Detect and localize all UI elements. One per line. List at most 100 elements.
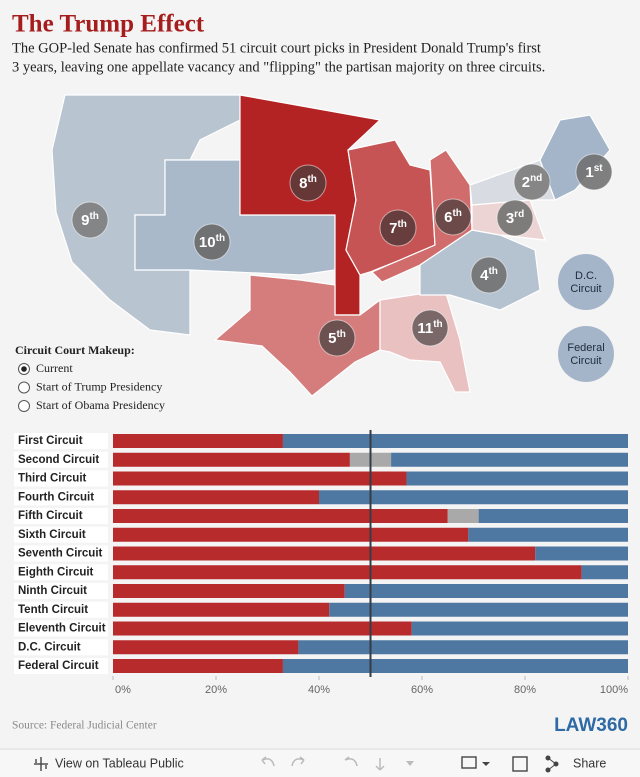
bar-segment[interactable] bbox=[113, 621, 412, 636]
region-5th[interactable] bbox=[213, 274, 381, 397]
circuit-badge[interactable]: 1st bbox=[575, 153, 613, 191]
category-label: Ninth Circuit bbox=[18, 585, 87, 597]
circuit-badge[interactable]: 10th bbox=[193, 223, 231, 261]
bar-segment[interactable] bbox=[581, 565, 628, 580]
label-bg bbox=[14, 470, 108, 487]
badge-label: 3rd bbox=[506, 209, 524, 227]
label-bg bbox=[14, 451, 108, 468]
badge-suffix: th bbox=[89, 211, 98, 222]
category-label: Third Circuit bbox=[18, 473, 87, 485]
bar-segment[interactable] bbox=[282, 659, 628, 673]
category-label: Second Circuit bbox=[18, 454, 99, 466]
legend-option[interactable]: Current bbox=[18, 361, 74, 375]
bar-segment[interactable] bbox=[113, 640, 299, 655]
region-6th[interactable] bbox=[370, 149, 473, 283]
logo: LAW360 bbox=[554, 715, 628, 736]
circuit-badge[interactable]: 5th bbox=[318, 319, 356, 357]
bar-segment[interactable] bbox=[411, 621, 628, 636]
label-bg bbox=[14, 489, 108, 506]
share-link[interactable]: Share bbox=[573, 756, 606, 770]
circuit-badge[interactable]: 11th bbox=[411, 309, 449, 347]
bar-segment[interactable] bbox=[113, 434, 283, 448]
download-icon[interactable] bbox=[461, 756, 477, 769]
tableau-icon[interactable] bbox=[34, 757, 48, 771]
bar-chart: First Circuit Second Circuit Third Circuit… bbox=[14, 430, 629, 696]
badge-circle bbox=[289, 164, 327, 202]
region-1st[interactable] bbox=[539, 114, 611, 201]
bar-segment[interactable] bbox=[113, 509, 448, 523]
redo-icon[interactable] bbox=[291, 756, 305, 767]
badge-suffix: th bbox=[336, 329, 345, 340]
special-label: D.C. bbox=[575, 270, 597, 282]
special-label: Federal bbox=[567, 342, 604, 354]
badge-circle bbox=[379, 209, 417, 247]
legend-label: Start of Trump Presidency bbox=[36, 379, 162, 393]
bar-segment[interactable] bbox=[319, 490, 628, 505]
radio bbox=[18, 400, 30, 412]
bar-segment[interactable] bbox=[468, 527, 628, 542]
download-dropdown[interactable] bbox=[482, 762, 490, 766]
bar-segment[interactable] bbox=[329, 602, 628, 617]
fullscreen-icon[interactable] bbox=[512, 756, 528, 772]
bar-segment[interactable] bbox=[113, 659, 283, 673]
x-tick-label: 0% bbox=[115, 684, 131, 696]
badge-number: 4 bbox=[480, 267, 489, 284]
category-label: Eleventh Circuit bbox=[18, 623, 106, 635]
refresh-icon[interactable] bbox=[375, 758, 385, 771]
circuit-badge[interactable]: 6th bbox=[434, 198, 472, 236]
legend-label: Current bbox=[36, 361, 73, 375]
badge-label: 8th bbox=[299, 174, 317, 192]
revert-icon[interactable] bbox=[344, 756, 358, 767]
undo-icon[interactable] bbox=[261, 756, 275, 767]
badge-suffix: rd bbox=[514, 209, 524, 220]
legend-option[interactable]: Start of Obama Presidency bbox=[18, 398, 165, 412]
bar-segment[interactable] bbox=[447, 509, 479, 523]
bar-segment[interactable] bbox=[282, 434, 628, 448]
category-label: D.C. Circuit bbox=[18, 641, 81, 653]
bar-segment[interactable] bbox=[113, 527, 469, 542]
share-icon[interactable] bbox=[545, 755, 559, 773]
bar-segment[interactable] bbox=[535, 546, 628, 561]
label-bg bbox=[14, 433, 108, 449]
category-label: Federal Circuit bbox=[18, 660, 99, 672]
bar-segment[interactable] bbox=[406, 471, 628, 486]
badge-number: 5 bbox=[328, 330, 336, 347]
bar-segment[interactable] bbox=[113, 602, 330, 617]
subtitle: The GOP-led Senate has confirmed 51 circ… bbox=[12, 40, 541, 56]
circuit-badge[interactable]: 4th bbox=[470, 256, 508, 294]
special-label: Circuit bbox=[570, 355, 601, 367]
badge-circle bbox=[470, 256, 508, 294]
badge-label: 7th bbox=[389, 219, 407, 237]
badge-suffix: th bbox=[216, 233, 225, 244]
badge-circle bbox=[318, 319, 356, 357]
special-circle bbox=[558, 254, 614, 310]
bar-segment[interactable] bbox=[391, 452, 628, 467]
source: Source: Federal Judicial Center bbox=[12, 720, 157, 732]
circuit-badge[interactable]: 3rd bbox=[496, 199, 534, 237]
label-bg bbox=[14, 545, 108, 562]
bar-segment[interactable] bbox=[298, 640, 628, 655]
view-link[interactable]: View on Tableau Public bbox=[55, 756, 184, 770]
special-circuit[interactable]: D.C.Circuit bbox=[558, 254, 614, 310]
bar-segment[interactable] bbox=[113, 546, 536, 561]
bar-segment[interactable] bbox=[113, 452, 350, 467]
x-tick-label: 60% bbox=[411, 684, 433, 696]
bar-segment[interactable] bbox=[113, 565, 582, 580]
bar-segment[interactable] bbox=[113, 584, 345, 598]
label-bg bbox=[14, 658, 108, 674]
bar-segment[interactable] bbox=[113, 490, 319, 505]
legend-title: Circuit Court Makeup: bbox=[15, 343, 135, 357]
special-circle bbox=[558, 326, 614, 382]
special-label: Circuit bbox=[570, 283, 601, 295]
legend-option[interactable]: Start of Trump Presidency bbox=[18, 379, 163, 394]
bar-segment[interactable] bbox=[344, 584, 628, 598]
circuit-badge[interactable]: 2nd bbox=[513, 163, 551, 201]
circuit-badge[interactable]: 8th bbox=[289, 164, 327, 202]
bar-segment[interactable] bbox=[113, 471, 407, 486]
bar-segment[interactable] bbox=[478, 509, 628, 523]
dropdown-icon[interactable] bbox=[406, 761, 414, 766]
circuit-badge[interactable]: 7th bbox=[379, 209, 417, 247]
circuit-badge[interactable]: 9th bbox=[71, 201, 109, 239]
badge-suffix: nd bbox=[530, 173, 542, 184]
